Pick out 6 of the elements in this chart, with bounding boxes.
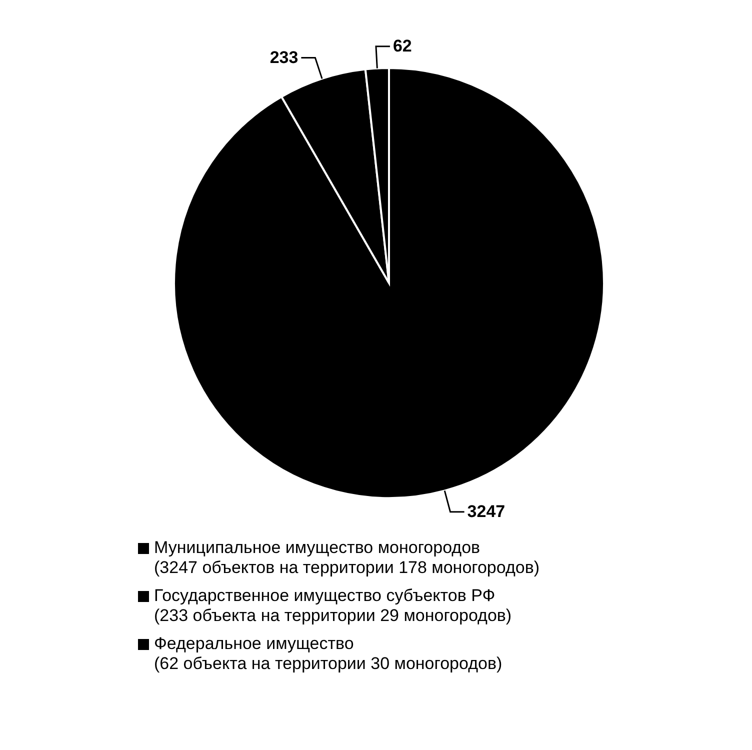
legend-label: Федеральное имущество (62 объекта на территории 30 моногородов) (154, 634, 502, 674)
data-label: 3247 (467, 502, 506, 521)
legend-label: Государственное имущество субъектов РФ (233 объекта на территории 29 моногородов) (154, 586, 512, 626)
data-label: 233 (270, 48, 298, 67)
legend-label: Муниципальное имущество моногородов (3247 объектов на территории 178 моногородов) (154, 538, 540, 578)
data-label: 62 (392, 36, 412, 56)
